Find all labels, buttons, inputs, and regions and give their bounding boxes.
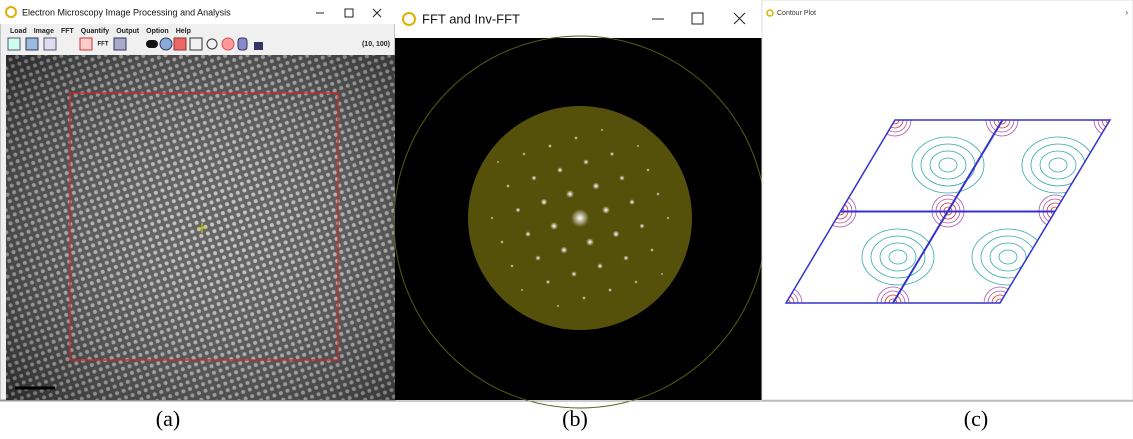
fft-spot	[610, 152, 614, 156]
fft-spot	[629, 199, 635, 205]
menu-item[interactable]: Quantify	[81, 28, 109, 35]
caption: (b)	[562, 406, 588, 431]
fft-spot	[497, 161, 499, 163]
menu-item[interactable]: Image	[34, 28, 54, 35]
toolbar-icon-label[interactable]: FFT	[98, 42, 109, 48]
fft-spot	[667, 217, 670, 220]
fft-spot	[560, 246, 567, 253]
window-title: FFT and Inv-FFT	[422, 11, 520, 26]
fft-spot	[521, 289, 524, 292]
fft-spot	[650, 248, 654, 252]
fft-spot	[525, 231, 531, 237]
fft-spot	[506, 184, 510, 188]
fft-spot	[640, 224, 645, 229]
chevron[interactable]: ›	[1125, 8, 1128, 17]
fft-spot	[546, 280, 550, 284]
caption: (c)	[964, 406, 988, 431]
fft-spot	[531, 175, 536, 180]
cursor-position: (10, 100)	[362, 41, 390, 48]
fft-spot	[592, 182, 599, 189]
fft-spot	[646, 168, 649, 171]
menu-bar: Load Image FFT Quantify Output Option Help	[10, 28, 191, 35]
fft-spot	[661, 273, 663, 275]
caption: (a)	[156, 406, 180, 431]
menu-item[interactable]: Load	[10, 28, 27, 35]
fft-spot	[548, 144, 552, 148]
fft-spot	[586, 238, 594, 246]
fft-spot	[510, 264, 513, 267]
window-a: Electron Microscopy Image Processing and…	[0, 0, 395, 400]
window-b: FFT and Inv-FFT	[394, 0, 766, 408]
fft-spot	[522, 152, 525, 155]
fft-spot	[656, 192, 659, 195]
menu-item[interactable]: Help	[176, 28, 191, 35]
fft-spot	[557, 305, 560, 308]
fft-spot	[566, 190, 574, 198]
window-frame	[762, 0, 1133, 400]
window-title: Electron Microscopy Image Processing and…	[22, 7, 231, 17]
fft-spot	[571, 271, 576, 276]
window-c: Contour Plot ›	[762, 0, 1133, 400]
fft-spot	[574, 136, 578, 140]
fft-spot	[608, 288, 612, 292]
fft-spot	[535, 255, 540, 260]
fft-spot	[557, 167, 563, 173]
fft-spot	[619, 175, 624, 180]
fft-spot	[637, 145, 640, 148]
fft-spot	[571, 209, 589, 227]
fft-spot	[602, 206, 610, 214]
fft-spot	[550, 222, 558, 230]
menu-item[interactable]: FFT	[61, 28, 75, 35]
fft-spot	[597, 263, 603, 269]
fft-spot	[582, 296, 586, 300]
menu-item[interactable]: Output	[116, 28, 140, 35]
screenshot: Electron Microscopy Image Processing and…	[0, 0, 1133, 439]
fft-spot	[500, 240, 503, 243]
window-title: Contour Plot	[777, 10, 816, 17]
fft-spot	[583, 159, 588, 164]
fft-spot	[634, 280, 637, 283]
fft-spot	[541, 199, 548, 206]
fft-spot	[601, 129, 604, 132]
fft-spot	[491, 217, 494, 220]
menu-item[interactable]: Option	[146, 28, 169, 35]
fft-spot	[516, 208, 521, 213]
fft-spot	[623, 255, 628, 260]
page: Electron Microscopy Image Processing and…	[0, 0, 1133, 439]
fft-spot	[613, 231, 620, 238]
